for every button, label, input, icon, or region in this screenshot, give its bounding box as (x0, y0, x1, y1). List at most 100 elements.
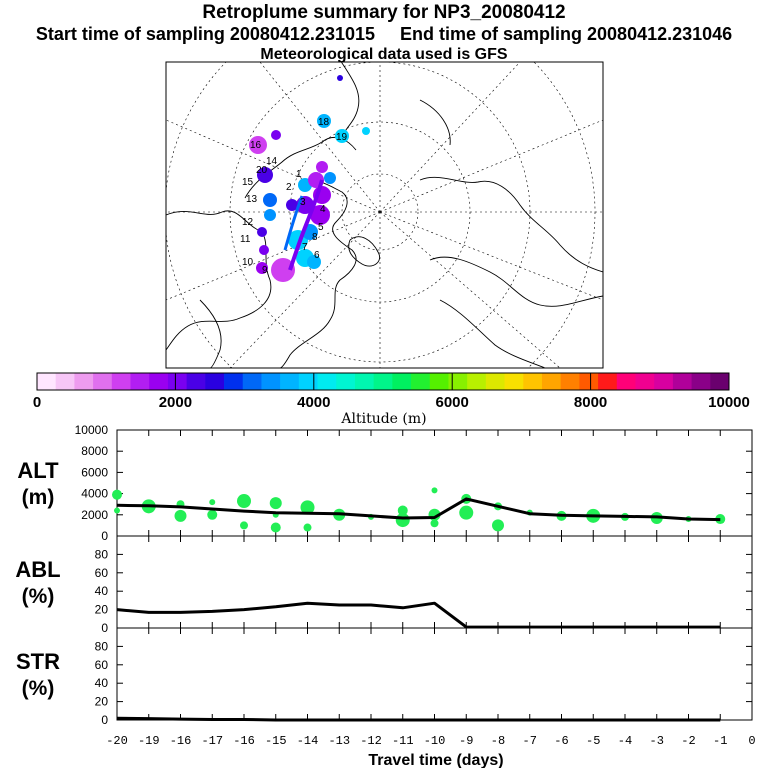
altitude-marker (174, 509, 187, 522)
x-tick-label: -20 (106, 734, 128, 748)
colorbar-segment (261, 373, 281, 390)
colorbar-segment (635, 373, 655, 390)
map-day-label: 14 (266, 156, 278, 167)
y-tick-label: 40 (95, 676, 109, 690)
x-tick-label: -17 (201, 734, 223, 748)
colorbar-segment (55, 373, 75, 390)
colorbar-segment (280, 373, 300, 390)
colorbar-segment (654, 373, 674, 390)
sampling-times: Start time of sampling 20080412.231015 E… (0, 24, 768, 45)
y-tick-label: 0 (101, 713, 108, 727)
plume-marker (264, 209, 276, 221)
map-day-label: 4 (320, 204, 326, 215)
map-day-label: 13 (246, 194, 258, 205)
altitude-marker (209, 499, 216, 506)
colorbar-segment (467, 373, 487, 390)
plume-marker (335, 129, 349, 143)
altitude-colorbar: 0 2000 4000 6000 8000 10000 (33, 372, 750, 411)
plume-marker (257, 167, 273, 183)
x-tick-label: 0 (748, 734, 755, 748)
y-tick-label: 60 (95, 658, 109, 672)
x-tick-label: -11 (392, 734, 414, 748)
series-line (116, 716, 721, 722)
x-tick-label: -19 (138, 734, 160, 748)
plume-markers (249, 75, 370, 282)
x-axis-label: Travel time (days) (368, 752, 503, 768)
y-tick-label: 60 (95, 566, 109, 580)
colorbar-segment (298, 373, 318, 390)
x-tick-label: -9 (459, 734, 473, 748)
map-day-label: 18 (318, 117, 330, 128)
plume-marker (259, 245, 269, 255)
y-tick-label: 4000 (81, 487, 108, 501)
end-time: End time of sampling 20080412.231046 (400, 24, 733, 44)
plume-marker (263, 193, 277, 207)
met-data-label: Meteorological data used is GFS (260, 46, 508, 63)
plume-marker (257, 227, 267, 237)
map-day-label: 2 (286, 182, 292, 193)
colorbar-segment (616, 373, 636, 390)
colorbar-segment (167, 373, 188, 390)
panel-label: ABL (15, 557, 60, 582)
x-tick-label: -16 (233, 734, 255, 748)
x-tick-label: -3 (650, 734, 664, 748)
panel-unit: (m) (22, 486, 55, 509)
panel-unit: (%) (22, 585, 55, 608)
altitude-marker (397, 505, 408, 516)
x-tick-label: -12 (360, 734, 382, 748)
colorbar-segment (672, 373, 692, 390)
colorbar-title: Altitude (m) (340, 411, 426, 427)
chart-title: Retroplume summary for NP3_20080412 (202, 2, 566, 23)
plume-track (288, 179, 324, 271)
colorbar-segment (392, 373, 412, 390)
panel-label: STR (16, 649, 60, 674)
y-tick-label: 80 (95, 639, 109, 653)
map-day-label: 19 (336, 132, 348, 143)
colorbar-tick-label: 8000 (574, 394, 607, 411)
map-day-label: 7 (302, 242, 308, 253)
altitude-marker (207, 509, 218, 520)
colorbar-segment (224, 373, 244, 390)
colorbar-segment (448, 373, 468, 390)
start-time: Start time of sampling 20080412.231015 (35, 24, 375, 44)
colorbar-segment (111, 373, 131, 390)
colorbar-segment (317, 373, 337, 390)
x-tick-label: -1 (713, 734, 727, 748)
x-tick-label: -2 (681, 734, 695, 748)
x-tick-label: -8 (491, 734, 505, 748)
time-series-panels: 0200040006000800010000ALT(m)020406080ABL… (15, 423, 755, 748)
x-tick-label: -14 (297, 734, 319, 748)
plume-marker (271, 130, 281, 140)
altitude-marker (430, 519, 439, 528)
map-day-label: 20 (256, 165, 268, 176)
colorbar-segment (710, 373, 730, 390)
colorbar-tick-label: 0 (33, 394, 41, 411)
altitude-marker (114, 507, 120, 514)
colorbar-segment (429, 373, 449, 390)
y-tick-label: 80 (95, 547, 109, 561)
series-line (116, 497, 721, 522)
series-line (116, 601, 721, 629)
y-tick-label: 20 (95, 695, 109, 709)
altitude-marker (269, 497, 282, 510)
x-tick-label: -4 (618, 734, 632, 748)
colorbar-tick-label: 4000 (297, 394, 330, 411)
y-tick-label: 2000 (81, 508, 108, 522)
map-day-label: 12 (242, 217, 254, 228)
plume-marker (286, 199, 298, 211)
map-day-label: 6 (314, 250, 320, 261)
colorbar-segment (560, 373, 580, 390)
altitude-marker (300, 500, 315, 515)
colorbar-tick-label: 2000 (159, 394, 192, 411)
colorbar-segment (130, 373, 150, 390)
plume-marker (310, 205, 330, 225)
colorbar-segment (523, 373, 543, 390)
colorbar-segment (598, 373, 618, 390)
colorbar-segment (373, 373, 393, 390)
plume-marker (271, 258, 295, 282)
x-tick-label: -13 (328, 734, 350, 748)
colorbar-segment (411, 373, 431, 390)
colorbar-segment (354, 373, 375, 390)
